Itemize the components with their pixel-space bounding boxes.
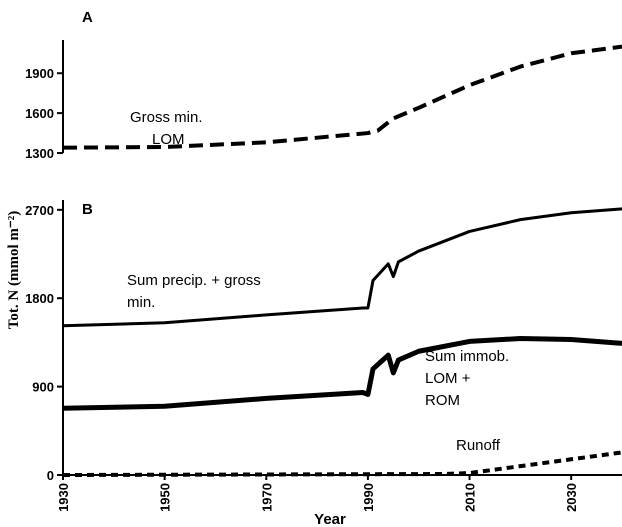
x-tick-label: 1990 [361,483,376,512]
y-tick-label: 1900 [25,66,54,81]
annotation: Sum immob. [425,348,509,365]
x-tick-label: 2030 [564,483,579,512]
y-tick-label: 2700 [25,203,54,218]
x-tick-label: 1930 [56,483,71,512]
y-axis-label: Tot. N (mmol m⁻²) [6,211,22,330]
y-tick-label: 0 [47,468,54,483]
annotation: LOM + [425,370,471,387]
x-tick-label: 1950 [158,483,173,512]
annotation: Gross min. [130,109,203,126]
series-line [62,335,622,411]
annotation: min. [127,294,155,311]
y-tick-label: 1600 [25,106,54,121]
series-line [62,207,622,328]
x-tick-label: 2010 [463,483,478,512]
annotation: LOM [152,131,185,148]
panel-label: B [82,201,93,218]
y-tick-label: 900 [32,380,54,395]
annotation: Runoff [456,437,501,454]
x-axis-label: Year [314,511,346,527]
x-tick-label: 1970 [259,483,274,512]
annotation: Sum precip. + gross [127,272,261,289]
y-tick-label: 1300 [25,146,54,161]
series-line [62,450,622,477]
y-tick-label: 1800 [25,291,54,306]
annotation: ROM [425,392,460,409]
panel-label: A [82,9,93,26]
series-line [62,44,622,150]
